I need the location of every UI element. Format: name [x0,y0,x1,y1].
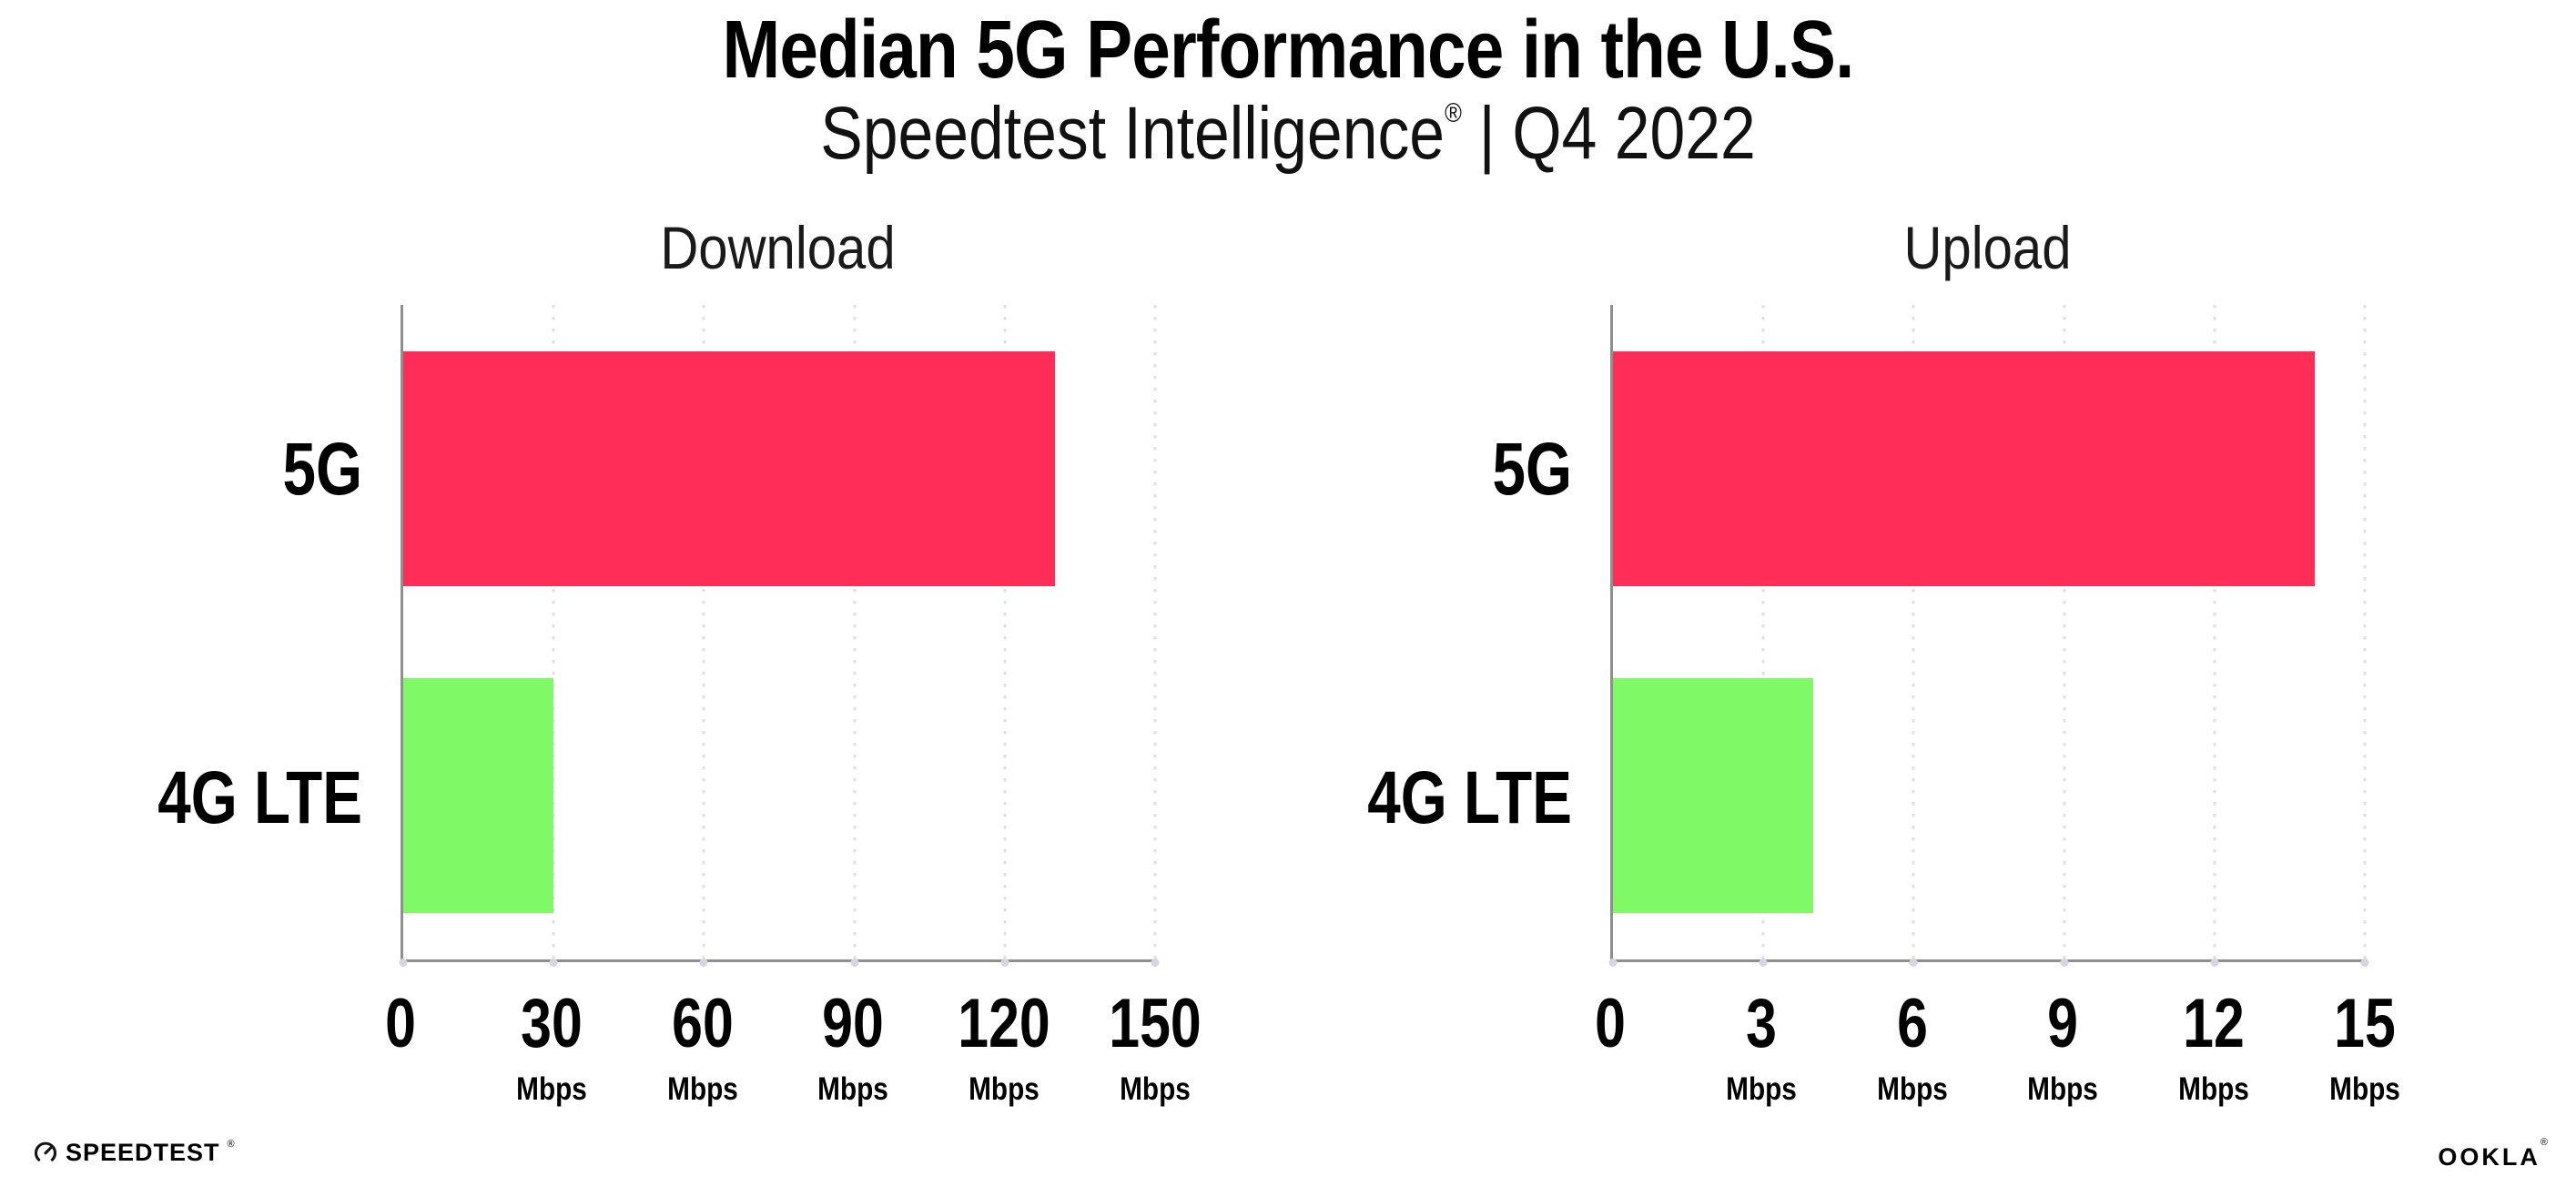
gridline-12 [2213,305,2216,959]
bar-5g [403,350,1055,586]
x-axis-ticks: 0 30 Mbps 60 Mbps 90 Mbps 120 Mbps 150 Mbps [385,985,1202,1108]
axis-tick-dot-15 [2360,958,2369,967]
gridline-15 [2363,305,2367,959]
axis-tick-dot-0 [399,958,408,967]
ookla-registered-mark: ® [2540,1137,2548,1148]
gridline-30 [552,305,555,959]
axis-tick-dot-30 [549,958,558,967]
axis-tick-dot-0 [1608,958,1618,967]
x-tick-number: 6 [1896,985,1928,1062]
axis-tick-dot-9 [2060,958,2069,967]
x-tick-unit: Mbps [666,1071,738,1107]
gridline-90 [853,305,857,959]
bar-5g [1613,350,2315,586]
x-tick-number: 150 [1109,985,1202,1062]
gridline-6 [1912,305,1915,959]
ookla-logo: OOKLA ® [2438,1137,2548,1171]
axis-tick-dot-90 [850,958,859,967]
x-tick-unit: Mbps [1876,1071,1948,1107]
chart-title-upload: Upload [1903,214,2072,281]
download-chart: Download 0 30 Mbps 60 Mbps 90 Mbps 120 Mbps 150 Mb… [157,214,1201,1105]
x-tick-150: 150 Mbps [1098,985,1213,1107]
chart-title-download: Download [660,214,896,281]
category-label-4g-lte: 4G LTE [157,756,362,839]
x-tick-unit: Mbps [969,1071,1040,1107]
subtitle-period: Q4 2022 [1512,92,1756,175]
category-label-5g: 5G [282,427,362,511]
x-tick-number: 0 [1595,985,1626,1062]
plot-area [399,305,1160,967]
gridline-9 [2063,305,2066,959]
x-tick-unit: Mbps [1725,1071,1797,1107]
x-tick-15: 15 Mbps [2323,985,2406,1107]
x-tick-60: 60 Mbps [661,985,744,1107]
registered-mark: ® [1445,98,1462,128]
x-tick-number: 3 [1745,985,1777,1062]
page-subtitle: Speedtest Intelligence® | Q4 2022 [193,91,2383,177]
gridline-60 [702,305,705,959]
x-tick-number: 12 [2183,985,2246,1062]
x-tick-unit: Mbps [2178,1071,2250,1107]
bar-4g-lte [1613,678,1814,914]
axis-tick-dot-3 [1759,958,1768,967]
x-tick-number: 15 [2334,985,2396,1062]
axis-tick-dot-60 [699,958,708,967]
bar-4g-lte [403,678,554,914]
upload-chart: Upload 0 3 Mbps 6 Mbps 9 Mbps 12 Mbps 15 Mbps 5G 4G… [1367,214,2400,1105]
subtitle-separator: | [1478,92,1496,175]
x-tick-unit: Mbps [2027,1071,2099,1107]
x-tick-number: 9 [2047,985,2079,1062]
x-tick-number: 0 [385,985,416,1062]
axis-tick-dot-150 [1151,958,1160,967]
ookla-wordmark: OOKLA [2438,1143,2541,1171]
x-tick-120: 120 Mbps [947,985,1062,1107]
x-tick-12: 12 Mbps [2172,985,2255,1107]
x-tick-number: 30 [520,985,583,1062]
x-tick-number: 90 [822,985,885,1062]
category-label-5g: 5G [1492,427,1572,511]
x-tick-90: 90 Mbps [812,985,895,1107]
x-tick-9: 9 Mbps [2022,985,2104,1107]
x-tick-0: 0 [381,989,420,1059]
x-tick-unit: Mbps [817,1071,889,1107]
x-tick-number: 120 [958,985,1050,1062]
x-axis-ticks: 0 3 Mbps 6 Mbps 9 Mbps 12 Mbps 15 Mbps [1595,985,2400,1108]
subtitle-brand: Speedtest Intelligence [820,92,1445,175]
speedtest-registered-mark: ® [227,1139,235,1150]
speedtest-gauge-icon [33,1140,58,1165]
x-tick-6: 6 Mbps [1871,985,1953,1107]
x-tick-unit: Mbps [2329,1071,2400,1107]
x-tick-unit: Mbps [1120,1071,1191,1107]
speedtest-logo: SPEEDTEST ® [33,1138,235,1166]
page-title: Median 5G Performance in the U.S. [722,5,1854,96]
speedtest-wordmark: SPEEDTEST [66,1138,220,1166]
x-tick-30: 30 Mbps [510,985,593,1107]
x-tick-number: 60 [671,985,734,1062]
gridline-3 [1761,305,1765,959]
plot-area [1608,305,2369,967]
x-tick-0: 0 [1591,989,1629,1059]
x-tick-3: 3 Mbps [1719,985,1802,1107]
axis-tick-dot-6 [1909,958,1918,967]
gridline-150 [1153,305,1157,959]
axis-tick-dot-12 [2210,958,2219,967]
gridline-120 [1003,305,1007,959]
category-label-4g-lte: 4G LTE [1367,756,1572,839]
axis-tick-dot-120 [1000,958,1009,967]
x-tick-unit: Mbps [515,1071,587,1107]
